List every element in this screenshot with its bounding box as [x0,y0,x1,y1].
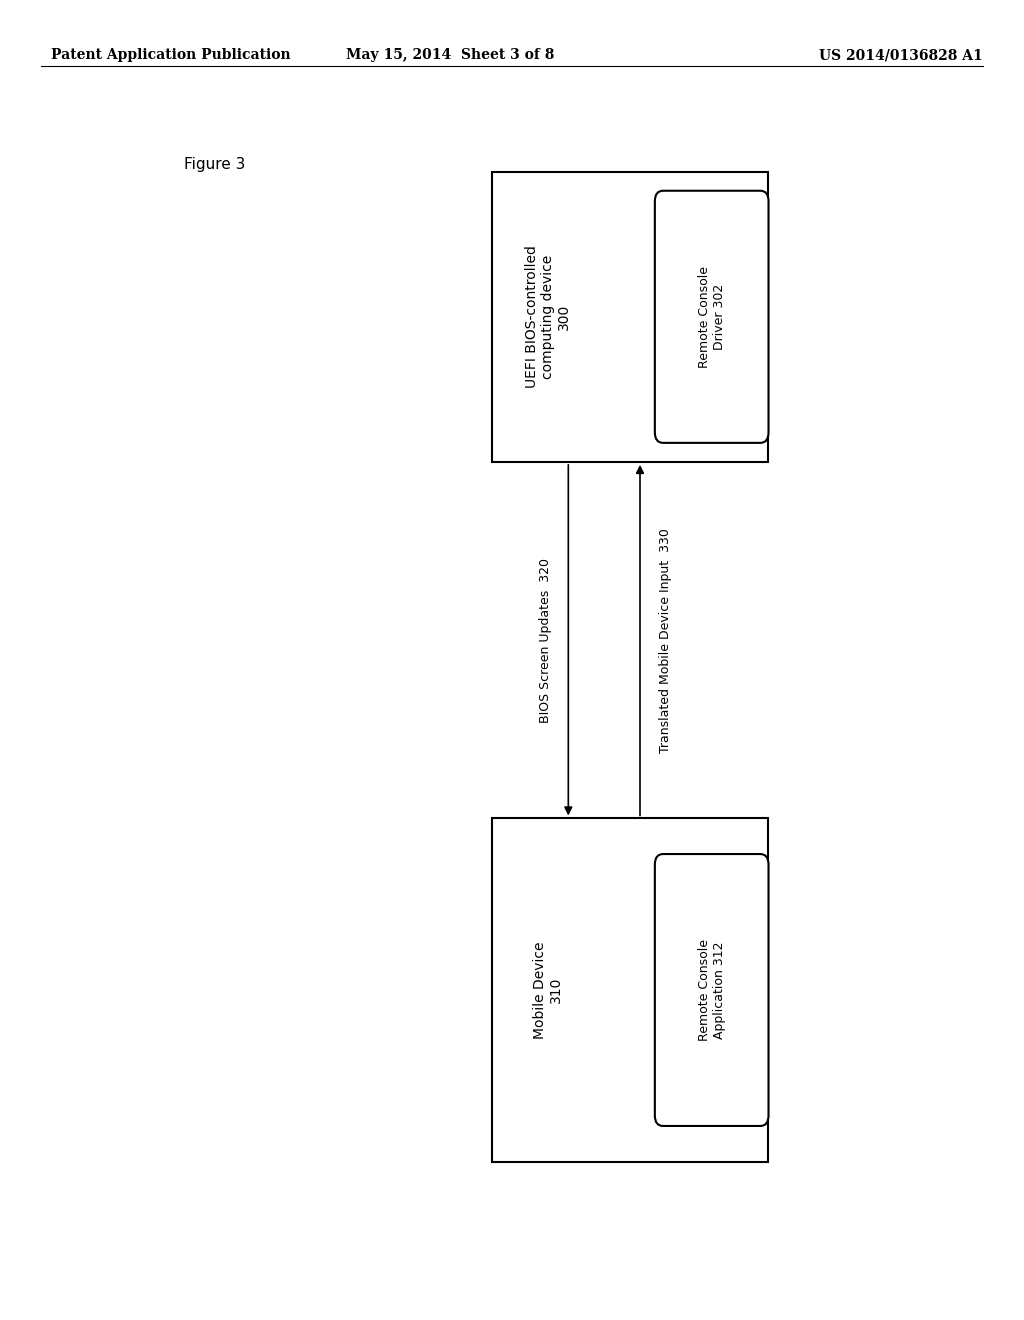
Text: Mobile Device
310: Mobile Device 310 [532,941,563,1039]
Text: UEFI BIOS-controlled
computing device
300: UEFI BIOS-controlled computing device 30… [524,246,571,388]
FancyBboxPatch shape [655,190,768,444]
Text: BIOS Screen Updates  320: BIOS Screen Updates 320 [540,557,552,722]
Text: Remote Console
Application 312: Remote Console Application 312 [697,939,726,1041]
FancyBboxPatch shape [492,172,768,462]
FancyBboxPatch shape [655,854,768,1126]
Text: Translated Mobile Device Input  330: Translated Mobile Device Input 330 [659,528,672,752]
FancyBboxPatch shape [492,818,768,1162]
Text: Patent Application Publication: Patent Application Publication [51,49,291,62]
Text: US 2014/0136828 A1: US 2014/0136828 A1 [819,49,983,62]
Text: May 15, 2014  Sheet 3 of 8: May 15, 2014 Sheet 3 of 8 [346,49,555,62]
Text: Remote Console
Driver 302: Remote Console Driver 302 [697,265,726,368]
Text: Figure 3: Figure 3 [184,157,246,173]
